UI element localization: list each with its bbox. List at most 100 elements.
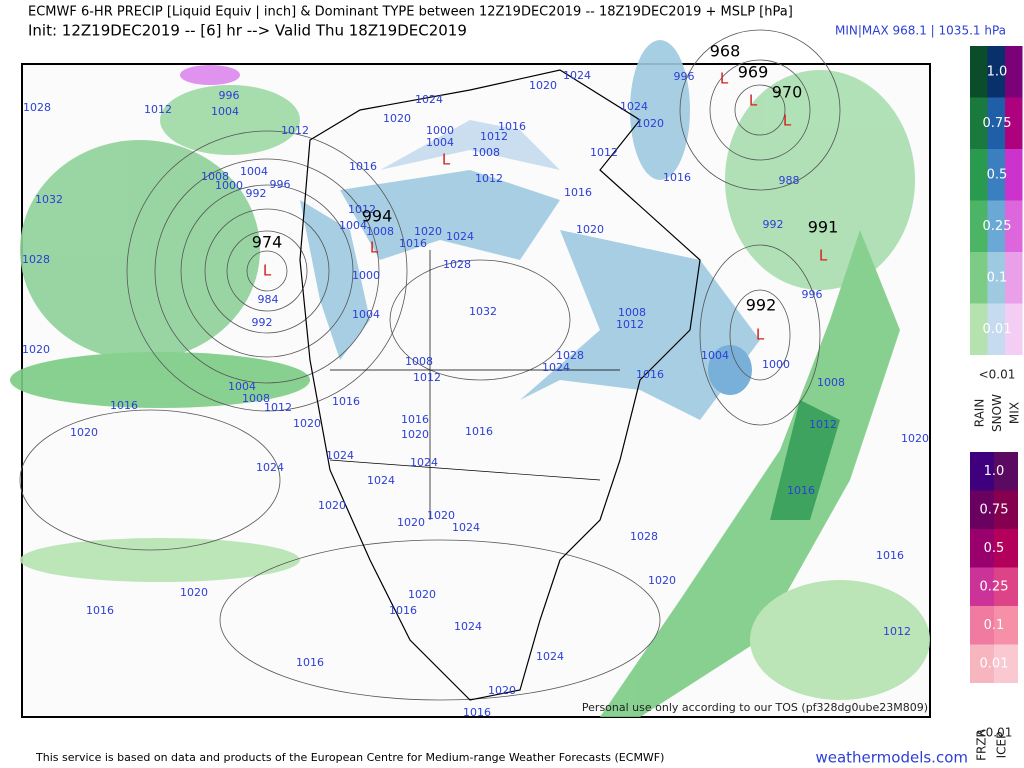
legend-swatch — [987, 200, 1005, 252]
legend: 1.0 0.75 0.5 0.25 0.1 0.01 <0.01 RAIN SNOW MIX 1.0… — [970, 46, 1023, 761]
legend-label: 0.75 — [980, 502, 1009, 517]
isobar-label: 1004 — [701, 349, 729, 362]
low-marker: L — [819, 247, 828, 265]
isobar-label: 1024 — [415, 93, 443, 106]
isobar-label: 1008 — [618, 306, 646, 319]
isobar-label: 1016 — [787, 484, 815, 497]
legend-label: 0.5 — [984, 541, 1005, 556]
isobar-label: 996 — [270, 178, 291, 191]
isobar-label: 1028 — [630, 530, 658, 543]
isobar-label: 1020 — [648, 574, 676, 587]
isobar-label: 1024 — [542, 361, 570, 374]
low-marker: L — [442, 151, 451, 169]
legend-swatch — [970, 529, 994, 568]
isobar-label: 1020 — [401, 428, 429, 441]
isobar-label: 1012 — [348, 203, 376, 216]
isobar-label: 1020 — [427, 509, 455, 522]
legend-label: 0.75 — [983, 116, 1012, 131]
isobar-label: 1000 — [215, 179, 243, 192]
legend-swatch — [994, 490, 1018, 529]
isobar-label: 1004 — [240, 165, 268, 178]
low-pressure-value: 969 — [738, 63, 769, 82]
low-pressure-value: 968 — [710, 42, 741, 61]
isobar-label: 1024 — [454, 620, 482, 633]
isobar-label: 996 — [802, 288, 823, 301]
isobar-label: 1000 — [352, 269, 380, 282]
legend-swatch — [1005, 303, 1023, 355]
legend-type: RAIN — [973, 399, 987, 428]
isobar-label: 1012 — [590, 146, 618, 159]
legend-swatch — [987, 252, 1005, 304]
legend-label: 0.25 — [980, 579, 1009, 594]
isobar-label: 1016 — [401, 413, 429, 426]
coastline — [299, 69, 701, 701]
low-pressure-value: 992 — [746, 296, 777, 315]
isobar-label: 1000 — [426, 124, 454, 137]
low-pressure-value: 991 — [808, 218, 839, 237]
precip-areas — [10, 40, 930, 717]
legend-swatch — [987, 46, 1005, 98]
isobar-label: 996 — [674, 70, 695, 83]
map: 1028 101299610041032102810201016102010241… — [10, 29, 931, 719]
isobar-label: 1016 — [564, 186, 592, 199]
legend-label: 1.0 — [987, 64, 1008, 79]
isobar-label: 1028 — [22, 253, 50, 266]
isobars — [19, 29, 841, 701]
isobar-label: 1016 — [86, 604, 114, 617]
legend-swatch — [970, 303, 988, 355]
legend-swatch — [970, 97, 988, 149]
legend-swatch — [970, 490, 994, 529]
isobar-label: 1024 — [326, 449, 354, 462]
legend-swatch — [994, 644, 1018, 683]
isobar-label: 1024 — [536, 650, 564, 663]
isobar-label: 1020 — [70, 426, 98, 439]
legend-type: ICEP — [995, 732, 1009, 759]
legend-swatch — [970, 606, 994, 645]
legend-type: FRZR — [975, 729, 989, 761]
isobar-label: 1032 — [35, 193, 63, 206]
borders — [329, 250, 620, 520]
isobar-label: 1016 — [463, 706, 491, 719]
isobar-label: 992 — [252, 316, 273, 329]
low-marker: L — [749, 92, 758, 110]
legend-swatch — [1005, 149, 1023, 201]
legend-label: 0.1 — [987, 270, 1008, 285]
init-line: Init: 12Z19DEC2019 -- [6] hr --> Valid T… — [28, 22, 467, 40]
isobar-label: 1008 — [817, 376, 845, 389]
isobar-label: 1016 — [296, 656, 324, 669]
isobar-label: 1020 — [383, 112, 411, 125]
low-marker: L — [783, 112, 792, 130]
isobar-label: 1028 — [23, 101, 51, 114]
legend-swatch — [994, 567, 1018, 606]
isobar-label: 1012 — [480, 130, 508, 143]
isobar-label: 1016 — [332, 395, 360, 408]
legend-label: 0.01 — [983, 322, 1012, 337]
isobar-label: 1008 — [366, 225, 394, 238]
isobar-label: 992 — [763, 218, 784, 231]
isobar-label: 1016 — [399, 237, 427, 250]
legend-swatch — [970, 252, 988, 304]
isobar-label: 1008 — [201, 170, 229, 183]
isobar-label: 996 — [219, 89, 240, 102]
isobar-label: 988 — [779, 174, 800, 187]
isobar-label: 1020 — [180, 586, 208, 599]
isobar-label: 1004 — [352, 308, 380, 321]
isobar-label: 1012 — [144, 103, 172, 116]
isobar-label: 1016 — [465, 425, 493, 438]
isobar-label: 1012 — [475, 172, 503, 185]
isobar-label: 1020 — [488, 684, 516, 697]
isobar-label: 1032 — [469, 305, 497, 318]
legend-swatch — [970, 567, 994, 606]
isobar-label: 1012 — [809, 418, 837, 431]
legend-swatch — [970, 149, 988, 201]
isobar-label: 1004 — [339, 219, 367, 232]
isobar-label: 992 — [246, 187, 267, 200]
isobar-label: 1020 — [293, 417, 321, 430]
isobar-label: 1008 — [242, 392, 270, 405]
title: ECMWF 6-HR PRECIP [Liquid Equiv | inch] … — [28, 5, 793, 20]
legend-swatch — [987, 97, 1005, 149]
isobar-label: 1012 — [413, 371, 441, 384]
isobar-label: 1024 — [367, 474, 395, 487]
legend-swatch — [1005, 252, 1023, 304]
